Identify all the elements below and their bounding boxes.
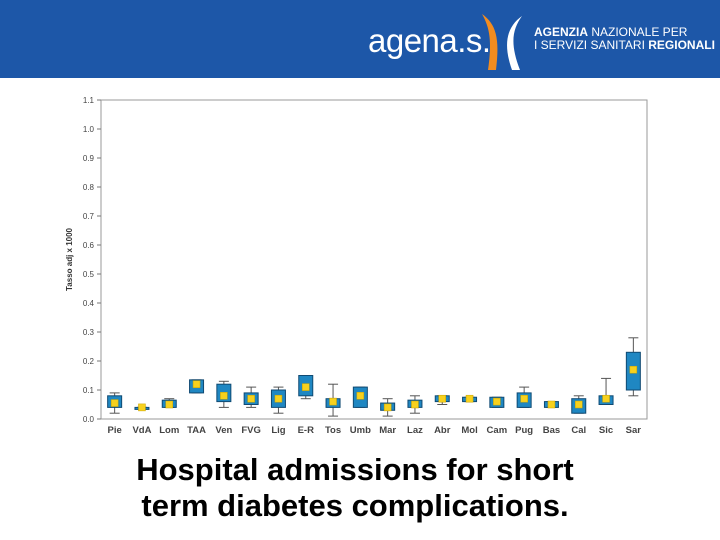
x-tick-label: Sar xyxy=(626,425,642,436)
mean-marker xyxy=(192,380,201,388)
x-tick-label: Lom xyxy=(159,425,179,436)
mean-marker xyxy=(138,403,146,412)
y-tick-label: 0.7 xyxy=(83,212,95,221)
tagline-regionali: REGIONALI xyxy=(648,38,715,52)
x-tick-label: Umb xyxy=(350,425,371,436)
x-tick-label: Mol xyxy=(461,425,477,436)
logo-tagline: AGENZIA NAZIONALE PER I SERVIZI SANITARI… xyxy=(534,26,715,52)
y-axis-title: Tasso adj x 1000 xyxy=(65,227,74,291)
y-tick-label: 0.6 xyxy=(83,241,95,250)
mean-marker xyxy=(547,400,556,409)
mean-marker xyxy=(411,400,419,409)
mean-marker xyxy=(356,392,365,400)
slide-caption: Hospital admissions for short term diabe… xyxy=(0,452,710,524)
mean-marker xyxy=(465,394,474,403)
x-tick-label: Cam xyxy=(487,425,508,436)
mean-marker xyxy=(493,397,501,406)
x-tick-label: Pie xyxy=(108,425,122,436)
y-tick-label: 0.1 xyxy=(83,386,95,395)
y-tick-label: 0.8 xyxy=(83,183,95,192)
x-tick-label: Ven xyxy=(215,425,232,436)
x-tick-label: Sic xyxy=(599,425,613,436)
plot-frame xyxy=(100,99,648,420)
y-tick-label: 0.2 xyxy=(83,357,95,366)
logo-emblem-icon xyxy=(482,14,522,70)
x-tick-label: VdA xyxy=(132,425,151,436)
mean-marker xyxy=(110,399,119,407)
mean-marker xyxy=(575,400,583,409)
mean-marker xyxy=(220,392,228,400)
x-tick-label: Bas xyxy=(543,425,560,436)
mean-marker xyxy=(602,394,610,403)
logo-wordmark: agena.s. xyxy=(368,22,491,59)
x-tick-label: Cal xyxy=(571,425,586,436)
caption-line-1: Hospital admissions for short xyxy=(136,452,574,487)
x-tick-label: TAA xyxy=(187,425,206,436)
x-tick-label: Lig xyxy=(271,425,285,436)
mean-marker xyxy=(438,394,446,403)
x-tick-label: Tos xyxy=(325,425,341,436)
y-tick-label: 0.4 xyxy=(83,299,95,308)
mean-marker xyxy=(520,394,528,403)
x-tick-label: E-R xyxy=(298,425,315,436)
x-tick-label: Mar xyxy=(379,425,396,436)
tagline-nazionale: NAZIONALE PER xyxy=(588,25,688,39)
mean-marker xyxy=(629,365,638,374)
agenas-logo[interactable]: agena.s. AGENZIA NAZIONALE PER I SERVIZI… xyxy=(368,10,715,70)
x-tick-label: Abr xyxy=(434,425,451,436)
y-tick-label: 0.3 xyxy=(83,328,95,337)
y-tick-label: 0.9 xyxy=(83,154,95,163)
x-tick-label: Laz xyxy=(407,425,423,436)
y-tick-label: 1.0 xyxy=(83,125,95,134)
header-banner: agena.s. AGENZIA NAZIONALE PER I SERVIZI… xyxy=(0,0,720,78)
x-tick-label: Pug xyxy=(515,425,533,436)
y-tick-label: 0.0 xyxy=(83,415,95,424)
tagline-servizi: I SERVIZI SANITARI xyxy=(534,38,649,52)
tagline-agenzia: AGENZIA xyxy=(534,25,588,39)
mean-marker xyxy=(247,394,255,403)
caption-line-2: term diabetes complications. xyxy=(141,488,569,523)
x-tick-label: FVG xyxy=(241,425,261,436)
y-tick-label: 0.5 xyxy=(83,270,95,279)
y-tick-label: 1.1 xyxy=(83,96,95,105)
boxplot-chart: 0.0 0.1 0.2 0.3 0.4 0.5 0.6 0.7 0.8 0.9 1.0 1.1 Tass… xyxy=(65,96,648,436)
mean-marker xyxy=(165,400,173,409)
mean-marker xyxy=(302,383,310,391)
mean-marker xyxy=(383,403,392,412)
mean-marker xyxy=(274,394,283,403)
mean-marker xyxy=(329,397,337,406)
